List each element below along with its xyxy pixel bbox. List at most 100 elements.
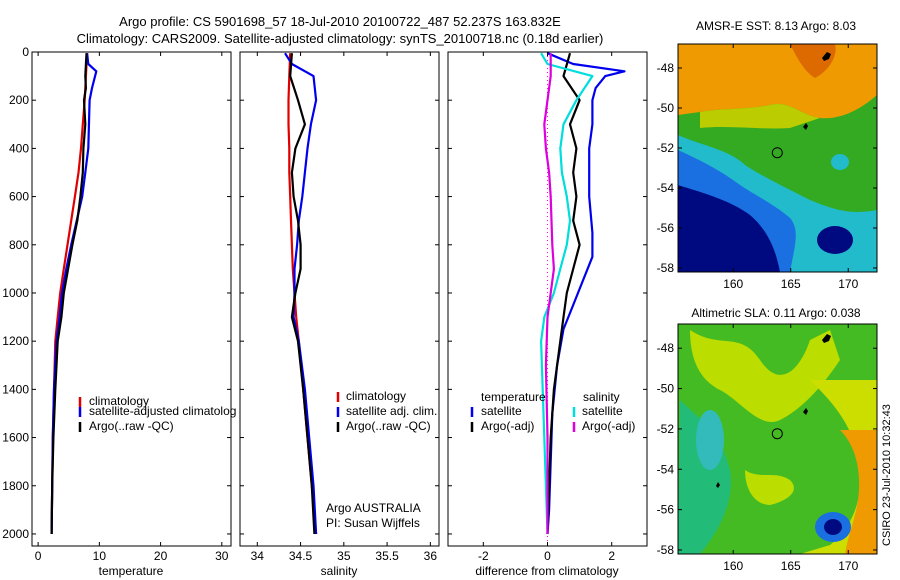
temperature-y-ticks: 0 200 400 600 800 1000 1200 1400 1600 1800 2000: [2, 45, 231, 541]
float-pi: PI: Susan Wijffels: [326, 516, 420, 530]
y-tick-label: 1200: [2, 334, 29, 348]
salinity-lines: [284, 52, 318, 535]
map-y-tick-label: -56: [657, 503, 675, 517]
sst-y-ticks: -48 -50 -52 -54 -56 -58: [657, 61, 877, 275]
map-x-tick-label: 170: [838, 277, 858, 291]
temperature-legend: climatology satellite-adjusted climatolo…: [78, 394, 236, 433]
x-tick-label: 34: [251, 549, 265, 563]
legend-label-temp-satellite: satellite: [481, 404, 522, 418]
difference-y-ticks: [448, 51, 647, 535]
map-y-tick-label: -58: [657, 543, 675, 557]
temperature-x-ticks: 0 10 20 30: [35, 52, 229, 563]
sst-small-cool-patch: [831, 154, 849, 170]
x-tick-label: 0: [35, 549, 42, 563]
y-tick-label: 1800: [2, 479, 29, 493]
y-tick-label: 1000: [2, 286, 29, 300]
sst-map: -48 -50 -52 -54 -56 -58 160 165 170: [657, 43, 878, 291]
series-line: [539, 52, 594, 535]
difference-panel: -2 0 2 difference from climatology tempera…: [447, 51, 648, 578]
island-sla-1: [822, 334, 831, 343]
x-tick-label: 2: [608, 549, 615, 563]
sst-x-ticks: 160 165 170: [723, 44, 859, 291]
y-tick-label: 800: [9, 238, 29, 252]
sla-high-patch-north: [690, 330, 840, 423]
island-sla-3: [716, 482, 720, 488]
temperature-x-label: temperature: [99, 564, 164, 578]
x-tick-label: 10: [93, 549, 107, 563]
sst-warmest-region: [790, 44, 836, 78]
sst-argo-marker: [771, 147, 783, 159]
difference-x-label: difference from climatology: [475, 564, 618, 578]
legend-label-sal-argo: Argo(-adj): [582, 419, 635, 433]
y-tick-label: 200: [9, 93, 29, 107]
series-line: [546, 52, 581, 535]
map-x-tick-label: 170: [838, 559, 858, 573]
salinity-axes-frame: [239, 51, 440, 547]
map-x-tick-label: 160: [723, 277, 743, 291]
map-x-tick-label: 160: [723, 559, 743, 573]
sla-y-ticks: -48 -50 -52 -54 -56 -58: [657, 341, 877, 557]
salinity-y-ticks: [240, 51, 439, 535]
sst-transition-band: [700, 103, 820, 129]
x-tick-label: 36: [424, 549, 438, 563]
x-tick-label: 34.5: [289, 549, 313, 563]
timestamp-stamp: CSIRO 23-Jul-2010 10:32:43: [881, 404, 893, 546]
series-line: [50, 53, 88, 535]
legend-label-climatology: climatology: [346, 389, 406, 403]
sst-map-title: AMSR-E SST: 8.13 Argo: 8.03: [696, 19, 856, 33]
difference-legend: temperature salinity satellite Argo(-adj…: [470, 390, 635, 433]
y-tick-label: 1400: [2, 382, 29, 396]
difference-lines: [539, 52, 626, 535]
map-y-tick-label: -56: [657, 221, 675, 235]
y-tick-label: 0: [22, 45, 29, 59]
legend-label-argo: Argo(..raw -QC): [346, 419, 431, 433]
x-tick-label: 30: [215, 549, 229, 563]
map-x-tick-label: 165: [781, 559, 801, 573]
sla-map-frame: [677, 323, 878, 555]
island-sst-2: [803, 123, 808, 130]
map-y-tick-label: -52: [657, 422, 675, 436]
sla-low-patch-west: [678, 400, 731, 554]
x-tick-label: 35: [337, 549, 351, 563]
sla-map: -48 -50 -52 -54 -56 -58 160 165 170: [657, 323, 878, 573]
float-agency: Argo AUSTRALIA: [326, 501, 421, 515]
figure-title-line2: Climatology: CARS2009. Satellite-adjuste…: [77, 31, 604, 46]
series-line: [543, 53, 556, 534]
argo-position-marker: [771, 428, 783, 440]
legend-label-satellite-adjusted: satellite-adjusted climatolog: [89, 404, 236, 418]
x-tick-label: 35.5: [375, 549, 399, 563]
legend-heading-temperature: temperature: [481, 390, 546, 404]
x-tick-label: 0: [544, 549, 551, 563]
y-tick-label: 1600: [2, 431, 29, 445]
legend-label-satellite-adj: satellite adj. clim.: [346, 404, 437, 418]
map-y-tick-label: -54: [657, 462, 675, 476]
x-tick-label: -2: [478, 549, 489, 563]
sst-cold-eddy: [817, 226, 853, 254]
legend-label-sal-satellite: satellite: [582, 404, 623, 418]
argo-position-marker: [771, 147, 783, 159]
map-y-tick-label: -54: [657, 181, 675, 195]
series-line: [289, 53, 316, 535]
legend-label-temp-argo: Argo(-adj): [481, 419, 534, 433]
island-sla-2: [803, 408, 808, 415]
sla-x-ticks: 160 165 170: [723, 324, 859, 573]
map-x-tick-label: 165: [781, 277, 801, 291]
sla-low-eddy-core: [824, 519, 842, 535]
map-y-tick-label: -50: [657, 382, 675, 396]
legend-heading-salinity: salinity: [583, 390, 620, 404]
islands: [716, 52, 831, 488]
legend-label-climatology: climatology: [89, 394, 149, 408]
temperature-panel: 0 200 400 600 800 1000 1200 1400 1600 1800 2000 0 1…: [2, 45, 236, 578]
sla-high-patch-center: [745, 470, 794, 505]
figure-title-line1: Argo profile: CS 5901698_57 18-Jul-2010 …: [119, 14, 561, 29]
legend-label-argo: Argo(..raw -QC): [89, 419, 174, 433]
series-line: [284, 52, 318, 535]
salinity-panel: 34 34.5 35 35.5 36 salinity climatology sate…: [239, 51, 440, 578]
temperature-axes-frame: [31, 51, 232, 547]
sla-cyan-patch: [696, 410, 724, 470]
salinity-x-ticks: 34 34.5 35 35.5 36: [251, 52, 438, 563]
island-sst-1: [822, 52, 831, 61]
sla-highest-patch: [840, 430, 877, 554]
map-y-tick-label: -48: [657, 341, 675, 355]
